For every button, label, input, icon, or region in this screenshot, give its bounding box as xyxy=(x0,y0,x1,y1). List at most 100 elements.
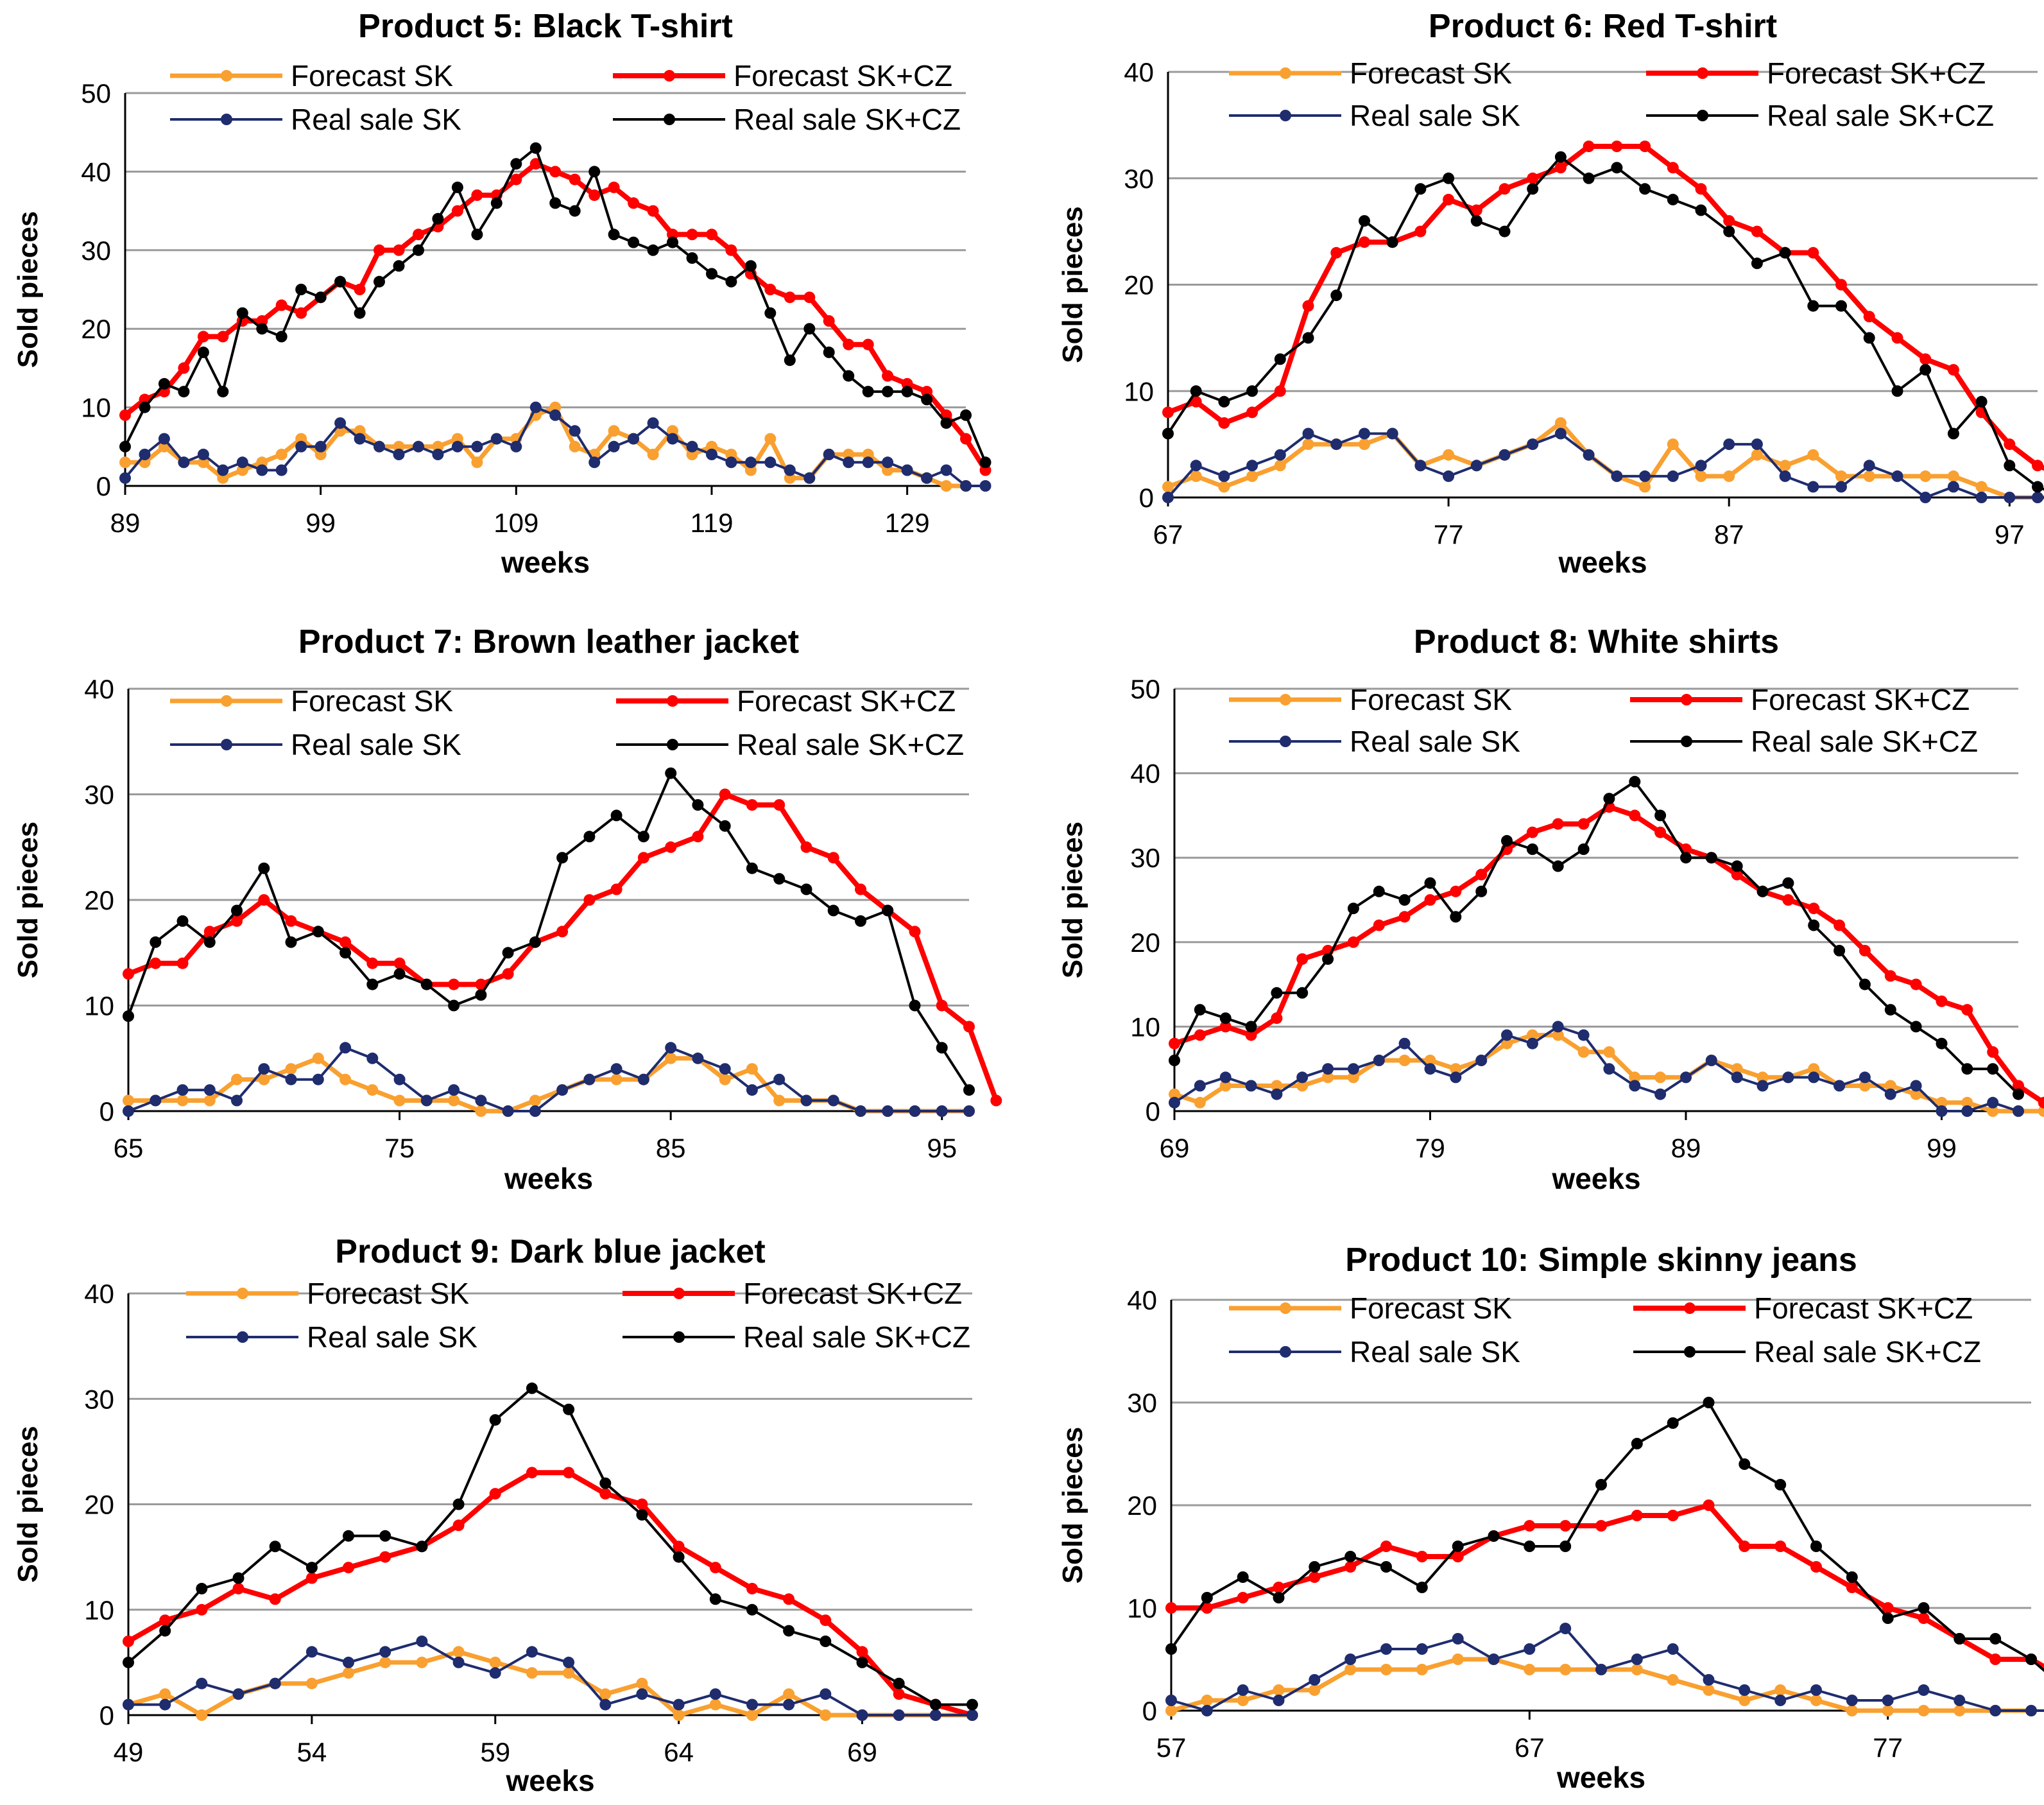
data-point xyxy=(150,936,162,948)
series-real-sale-skcz xyxy=(1169,775,2024,1100)
data-point xyxy=(1526,843,1538,855)
data-point xyxy=(1667,1674,1679,1686)
data-point xyxy=(569,440,581,453)
data-point xyxy=(1554,151,1567,163)
data-point xyxy=(1452,1654,1464,1665)
data-point xyxy=(744,456,757,469)
legend-marker xyxy=(1681,694,1692,705)
chart-panel-6: 0 10 20 30 40 57 67 77 Product 10: Simple skinny… xyxy=(1057,1241,2044,1794)
data-point xyxy=(1975,481,1988,493)
data-point xyxy=(1169,1037,1180,1049)
data-point xyxy=(1611,141,1623,152)
data-point xyxy=(1703,1684,1715,1696)
data-point xyxy=(882,1105,894,1117)
data-point xyxy=(1680,1071,1692,1084)
data-point xyxy=(374,244,385,256)
data-point xyxy=(1559,1520,1572,1532)
data-point xyxy=(667,433,678,445)
data-point xyxy=(882,370,894,382)
data-point xyxy=(1891,385,1903,397)
data-point xyxy=(1380,1664,1392,1675)
data-point xyxy=(1330,246,1343,259)
data-point xyxy=(1559,1623,1572,1634)
data-point xyxy=(725,244,737,256)
data-point xyxy=(489,1414,501,1426)
data-point xyxy=(820,1614,832,1627)
data-point xyxy=(1475,868,1488,881)
chart-title: Product 7: Brown leather jacket xyxy=(298,623,799,661)
data-point xyxy=(258,894,270,906)
series-line-forecast-skcz xyxy=(1169,1503,2044,1670)
data-point xyxy=(1863,460,1875,472)
data-point xyxy=(1919,353,1932,365)
x-axis-label: weeks xyxy=(501,546,590,579)
data-point xyxy=(1302,332,1314,344)
legend-marker xyxy=(1280,736,1291,747)
data-point xyxy=(673,1541,685,1553)
data-point xyxy=(256,323,268,335)
data-point xyxy=(1309,1684,1321,1696)
y-tick-label: 20 xyxy=(84,1490,114,1520)
data-point xyxy=(1807,246,1819,259)
legend-label-real-sale-skcz: Real sale SK+CZ xyxy=(1751,725,1978,758)
data-point xyxy=(843,449,855,460)
y-tick-label: 10 xyxy=(84,1595,114,1625)
data-point xyxy=(1450,885,1462,897)
data-point xyxy=(1583,449,1595,461)
data-point xyxy=(123,1105,134,1117)
data-point xyxy=(893,1677,905,1689)
data-point xyxy=(1526,826,1538,838)
series-line-real-sale-sk xyxy=(127,1640,974,1716)
data-point xyxy=(178,456,190,469)
data-point xyxy=(1631,1438,1643,1449)
data-point xyxy=(862,338,874,350)
data-point xyxy=(746,1063,758,1075)
chart-panel-2: 0 10 20 30 40 67 77 87 97 Product 6: Red T-shirt S… xyxy=(1057,8,2044,579)
data-point xyxy=(636,1688,648,1700)
legend-label-real-sale-skcz: Real sale SK+CZ xyxy=(1754,1335,1981,1369)
series-real-sale-sk xyxy=(1165,1623,2044,1716)
data-point xyxy=(1975,492,1988,503)
data-point xyxy=(1218,470,1230,482)
data-point xyxy=(217,472,229,484)
data-point xyxy=(1882,1705,1894,1716)
data-point xyxy=(709,1562,721,1574)
data-point xyxy=(1583,141,1595,152)
data-point xyxy=(275,449,288,460)
y-tick-label: 10 xyxy=(1130,1012,1160,1042)
data-point xyxy=(800,1094,812,1107)
data-point xyxy=(1611,470,1623,482)
data-point xyxy=(823,315,835,327)
data-point xyxy=(176,915,189,927)
data-point xyxy=(1274,353,1286,365)
chart-title: Product 8: White shirts xyxy=(1414,623,1779,661)
chart-title: Product 9: Dark blue jacket xyxy=(335,1233,765,1270)
data-point xyxy=(1169,1055,1180,1066)
data-point xyxy=(2032,492,2043,503)
chart-panel-3: 0 10 20 30 40 65 75 85 95 Product 7: Brown leathe… xyxy=(12,623,1002,1195)
data-point xyxy=(1595,1664,1607,1675)
data-point xyxy=(1859,1071,1871,1084)
y-tick-label: 40 xyxy=(81,157,111,187)
data-point xyxy=(526,1646,538,1658)
data-point xyxy=(719,788,731,800)
data-point xyxy=(1859,978,1871,990)
data-point xyxy=(1237,1695,1249,1706)
data-point xyxy=(686,252,698,264)
data-point xyxy=(1936,1105,1948,1117)
data-point xyxy=(862,386,874,398)
data-point xyxy=(1237,1571,1249,1583)
y-tick-label: 40 xyxy=(84,674,114,704)
data-point xyxy=(1751,257,1763,270)
data-point xyxy=(1273,1695,1285,1706)
data-point xyxy=(312,926,324,938)
data-point xyxy=(862,449,874,460)
x-tick-label: 97 xyxy=(1995,519,2025,549)
data-point xyxy=(569,425,581,437)
data-point xyxy=(1443,172,1455,184)
legend-marker xyxy=(667,695,678,707)
data-point xyxy=(475,989,487,1001)
data-point xyxy=(231,1094,243,1107)
series-real-sale-sk xyxy=(1162,428,2044,503)
data-point xyxy=(1296,1080,1309,1092)
